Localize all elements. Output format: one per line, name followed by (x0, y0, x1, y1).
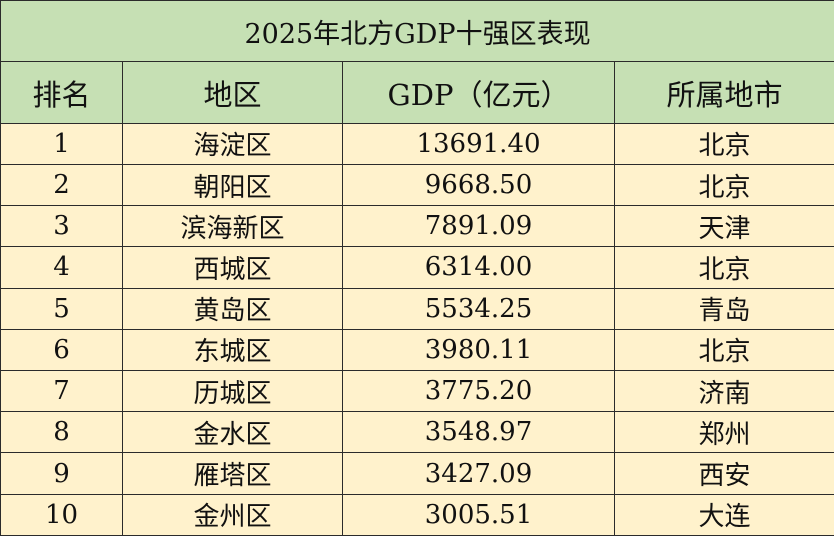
cell-rank: 9 (0, 452, 123, 495)
cell-rank: 8 (0, 411, 123, 454)
cell-region: 东城区 (122, 328, 343, 372)
title-row: 2025年北方GDP十强区表现 (0, 0, 834, 63)
cell-rank: 6 (0, 328, 123, 372)
table-row: 5 黄岛区 5534.25 青岛 (0, 287, 834, 330)
table-row: 7 历城区 3775.20 济南 (0, 369, 834, 413)
cell-city: 青岛 (613, 287, 834, 330)
header-row: 排名 地区 GDP（亿元） 所属地市 (0, 61, 834, 124)
header-region: 地区 (122, 61, 343, 124)
header-city: 所属地市 (613, 61, 834, 124)
table-title: 2025年北方GDP十强区表现 (0, 0, 834, 63)
cell-rank: 2 (0, 163, 123, 207)
cell-gdp: 3980.11 (342, 328, 615, 372)
cell-rank: 4 (0, 246, 123, 289)
cell-rank: 5 (0, 287, 123, 330)
header-gdp: GDP（亿元） (342, 61, 615, 124)
cell-gdp: 5534.25 (342, 287, 615, 330)
cell-city: 北京 (613, 328, 834, 372)
table-row: 2 朝阳区 9668.50 北京 (0, 163, 834, 207)
cell-gdp: 3427.09 (342, 452, 615, 495)
table-row: 3 滨海新区 7891.09 天津 (0, 205, 834, 248)
cell-region: 金水区 (122, 411, 343, 454)
table-row: 6 东城区 3980.11 北京 (0, 328, 834, 372)
cell-city: 西安 (613, 452, 834, 495)
cell-region: 金州区 (122, 493, 343, 536)
cell-region: 西城区 (122, 246, 343, 289)
cell-city: 北京 (613, 163, 834, 207)
table-row: 10 金州区 3005.51 大连 (0, 493, 834, 536)
cell-rank: 10 (0, 493, 123, 536)
cell-gdp: 13691.40 (342, 122, 615, 165)
cell-city: 天津 (613, 205, 834, 248)
cell-gdp: 9668.50 (342, 163, 615, 207)
cell-city: 北京 (613, 246, 834, 289)
header-rank: 排名 (0, 61, 123, 124)
cell-gdp: 3548.97 (342, 411, 615, 454)
table-row: 8 金水区 3548.97 郑州 (0, 411, 834, 454)
table-row: 4 西城区 6314.00 北京 (0, 246, 834, 289)
cell-region: 朝阳区 (122, 163, 343, 207)
cell-gdp: 6314.00 (342, 246, 615, 289)
cell-rank: 3 (0, 205, 123, 248)
cell-gdp: 3005.51 (342, 493, 615, 536)
table-row: 1 海淀区 13691.40 北京 (0, 122, 834, 165)
cell-city: 大连 (613, 493, 834, 536)
cell-region: 海淀区 (122, 122, 343, 165)
cell-gdp: 3775.20 (342, 369, 615, 413)
cell-rank: 7 (0, 369, 123, 413)
cell-region: 黄岛区 (122, 287, 343, 330)
table-row: 9 雁塔区 3427.09 西安 (0, 452, 834, 495)
cell-city: 济南 (613, 369, 834, 413)
cell-region: 雁塔区 (122, 452, 343, 495)
cell-gdp: 7891.09 (342, 205, 615, 248)
cell-city: 郑州 (613, 411, 834, 454)
cell-region: 历城区 (122, 369, 343, 413)
cell-region: 滨海新区 (122, 205, 343, 248)
cell-city: 北京 (613, 122, 834, 165)
cell-rank: 1 (0, 122, 123, 165)
